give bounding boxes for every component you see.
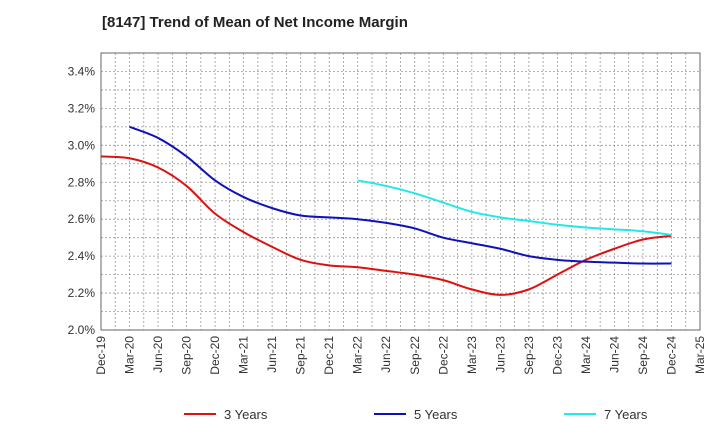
y-tick-label: 2.2% — [68, 286, 96, 300]
x-tick-label: Sep-20 — [180, 336, 194, 375]
x-tick-label: Dec-24 — [664, 336, 678, 375]
x-tick-label: Mar-23 — [465, 336, 479, 374]
y-tick-label: 3.0% — [68, 138, 96, 152]
x-tick-label: Dec-22 — [436, 336, 450, 375]
x-tick-label: Sep-22 — [408, 336, 422, 375]
series-line-7-years — [357, 179, 672, 236]
x-tick-label: Dec-23 — [550, 336, 564, 375]
x-tick-label: Dec-19 — [94, 336, 108, 375]
x-tick-label: Sep-24 — [636, 336, 650, 375]
x-tick-label: Mar-21 — [237, 336, 251, 374]
x-tick-label: Mar-20 — [123, 336, 137, 374]
x-tick-label: Jun-21 — [265, 336, 279, 373]
chart-title: [8147] Trend of Mean of Net Income Margi… — [102, 14, 408, 31]
legend-label: 5 Years — [414, 407, 458, 422]
x-tick-label: Sep-21 — [294, 336, 308, 375]
x-tick-label: Sep-23 — [522, 336, 536, 375]
plot-frame — [100, 52, 701, 331]
series-line-3-years — [100, 155, 672, 296]
x-tick-label: Jun-24 — [607, 336, 621, 373]
x-tick-label: Dec-20 — [208, 336, 222, 375]
y-tick-label: 2.4% — [68, 249, 96, 263]
x-tick-label: Jun-22 — [379, 336, 393, 373]
x-tick-label: Mar-25 — [693, 336, 707, 374]
legend-label: 7 Years — [604, 407, 648, 422]
y-tick-label: 2.6% — [68, 212, 96, 226]
x-axis-tick-labels: Dec-19 Mar-20 Jun-20 Sep-20 Dec-20 Mar-21 Jun-… — [94, 336, 707, 375]
y-tick-label: 2.0% — [68, 323, 96, 337]
grid — [100, 52, 701, 331]
y-tick-label: 3.2% — [68, 101, 96, 115]
legend-label: 3 Years — [224, 407, 268, 422]
y-tick-label: 3.4% — [68, 64, 96, 78]
x-tick-label: Dec-21 — [322, 336, 336, 375]
x-tick-label: Jun-23 — [493, 336, 507, 373]
y-axis-tick-labels: 2.0% 2.2% 2.4% 2.6% 2.8% 3.0% 3.2% 3.4% — [68, 64, 96, 337]
series-line-5-years — [129, 125, 672, 265]
y-tick-label: 2.8% — [68, 175, 96, 189]
x-tick-label: Mar-24 — [579, 336, 593, 374]
x-tick-label: Mar-22 — [351, 336, 365, 374]
x-tick-label: Jun-20 — [151, 336, 165, 373]
series-lines — [100, 125, 672, 296]
